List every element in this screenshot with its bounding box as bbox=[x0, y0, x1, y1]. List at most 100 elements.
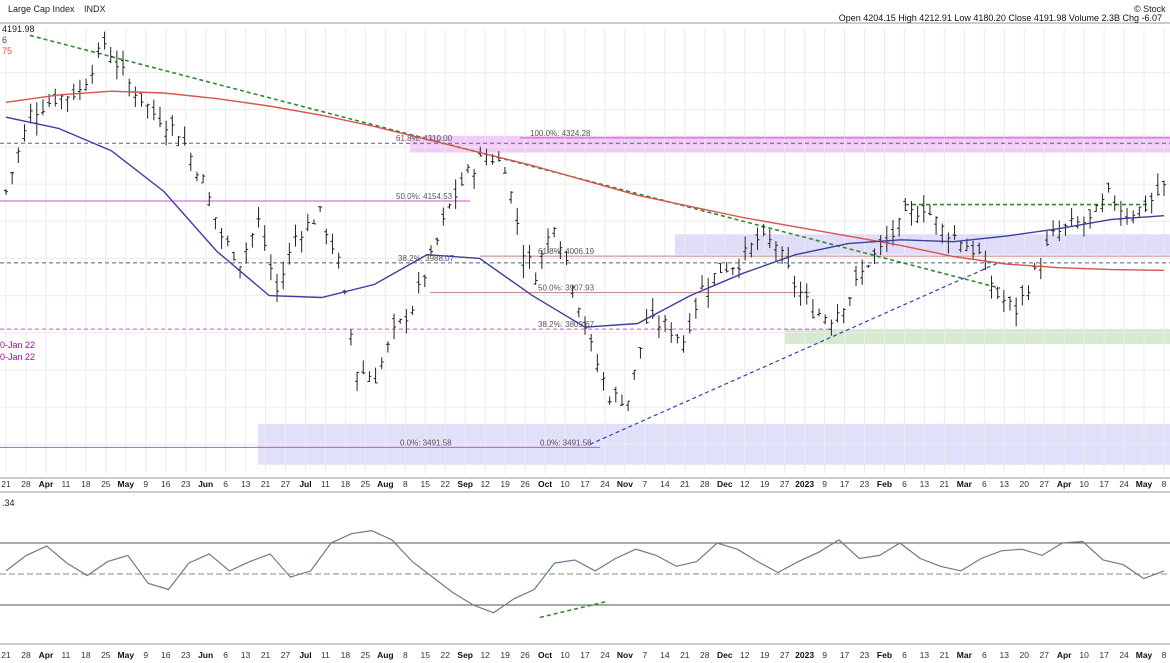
x-tick-label: Aug bbox=[377, 479, 394, 489]
x-tick-label: 17 bbox=[840, 650, 850, 660]
x-tick-label: Dec bbox=[717, 650, 733, 660]
x-tick-label: 8 bbox=[403, 650, 408, 660]
x-tick-label: 12 bbox=[480, 479, 490, 489]
x-tick-label: 6 bbox=[223, 650, 228, 660]
x-tick-label: Dec bbox=[717, 479, 733, 489]
brand-logo: © Stock bbox=[1134, 4, 1166, 14]
x-tick-label: 23 bbox=[181, 479, 191, 489]
x-tick-label: Nov bbox=[617, 650, 633, 660]
price-bars bbox=[4, 31, 1166, 412]
x-tick-label: 28 bbox=[700, 650, 710, 660]
x-tick-label: 10 bbox=[1079, 479, 1089, 489]
x-tick-label: 16 bbox=[161, 479, 171, 489]
ma-short-line bbox=[5, 116, 1165, 328]
x-tick-label: 25 bbox=[101, 650, 111, 660]
x-tick-label: 15 bbox=[421, 650, 431, 660]
x-tick-label: May bbox=[118, 479, 135, 489]
x-tick-label: 10 bbox=[560, 479, 570, 489]
fibonacci-levels: 100.0%: 4324.2861.8%: 4310.0050.0%: 4154… bbox=[0, 129, 1170, 448]
x-tick-label: 26 bbox=[520, 479, 530, 489]
ma-long-line bbox=[5, 90, 1165, 271]
x-tick-label: May bbox=[1136, 479, 1153, 489]
x-tick-label: 13 bbox=[241, 479, 251, 489]
x-tick-label: 21 bbox=[940, 479, 950, 489]
x-tick-label: Sep bbox=[457, 650, 473, 660]
x-tick-label: 8 bbox=[1162, 479, 1167, 489]
fib-label: 0.0%: 3491.58 bbox=[400, 438, 452, 447]
x-tick-label: 27 bbox=[1039, 479, 1049, 489]
x-tick-label: Feb bbox=[877, 650, 892, 660]
x-tick-label: 13 bbox=[920, 479, 930, 489]
x-tick-label: 21 bbox=[1, 650, 11, 660]
anchor-label-1: 0-Jan 22 bbox=[0, 340, 35, 350]
x-tick-label: 17 bbox=[580, 479, 590, 489]
fib-label: 0.0%: 3491.58 bbox=[540, 438, 592, 447]
x-tick-label: Jun bbox=[198, 650, 213, 660]
x-tick-label: Oct bbox=[538, 650, 552, 660]
x-tick-label: Mar bbox=[957, 650, 973, 660]
x-axis-bottom: 21 28 Apr 11 18 25 May 9 16 23 Jun 6 13 21 27 Jul 11 18 25… bbox=[1, 650, 1166, 660]
fib-label: 100.0%: 4324.28 bbox=[530, 129, 591, 138]
x-tick-label: 17 bbox=[840, 479, 850, 489]
x-tick-label: 25 bbox=[361, 479, 371, 489]
x-tick-label: 27 bbox=[281, 650, 291, 660]
x-tick-label: 9 bbox=[822, 479, 827, 489]
x-tick-label: 21 bbox=[261, 479, 271, 489]
x-axis: 21 28 Apr 11 18 25 May 9 16 23 Jun 6 13 21 27 Jul 11 18 25… bbox=[1, 479, 1166, 489]
x-tick-label: Sep bbox=[457, 479, 473, 489]
x-tick-label: Aug bbox=[377, 650, 394, 660]
x-tick-label: 19 bbox=[500, 479, 510, 489]
x-tick-label: 21 bbox=[680, 479, 690, 489]
rsi-panel bbox=[0, 529, 1170, 619]
x-tick-label: 6 bbox=[902, 650, 907, 660]
last-price-label: 4191.98 bbox=[2, 24, 35, 34]
x-tick-label: 12 bbox=[480, 650, 490, 660]
x-tick-label: 27 bbox=[1039, 650, 1049, 660]
rsi-line bbox=[5, 529, 1165, 614]
x-tick-label: 21 bbox=[261, 650, 271, 660]
x-tick-label: 6 bbox=[223, 479, 228, 489]
x-tick-label: Oct bbox=[538, 479, 552, 489]
x-tick-label: 21 bbox=[680, 650, 690, 660]
x-tick-label: 2023 bbox=[795, 479, 814, 489]
x-tick-label: 22 bbox=[441, 650, 451, 660]
x-tick-label: Jun bbox=[198, 479, 213, 489]
x-tick-label: 2023 bbox=[795, 650, 814, 660]
x-tick-label: Mar bbox=[957, 479, 973, 489]
x-tick-label: 18 bbox=[81, 479, 91, 489]
x-tick-label: 27 bbox=[780, 479, 790, 489]
x-tick-label: 25 bbox=[101, 479, 111, 489]
x-tick-label: 10 bbox=[1079, 650, 1089, 660]
fib-label: 50.0%: 3907.93 bbox=[538, 284, 595, 293]
x-tick-label: 11 bbox=[321, 479, 330, 489]
grid-lines bbox=[0, 28, 1170, 474]
x-tick-label: Jul bbox=[299, 650, 311, 660]
x-tick-label: 26 bbox=[520, 650, 530, 660]
x-tick-label: 11 bbox=[61, 479, 70, 489]
x-tick-label: 18 bbox=[341, 650, 351, 660]
green-support-zone bbox=[785, 329, 1170, 344]
x-tick-label: 18 bbox=[81, 650, 91, 660]
x-tick-label: 17 bbox=[1099, 650, 1109, 660]
x-tick-label: May bbox=[1136, 650, 1153, 660]
x-tick-label: 24 bbox=[1119, 650, 1129, 660]
ma-long-legend: 75 bbox=[2, 46, 12, 56]
x-tick-label: 28 bbox=[700, 479, 710, 489]
x-tick-label: Jul bbox=[299, 479, 311, 489]
x-tick-label: 27 bbox=[281, 479, 291, 489]
anchor-label-2: 0-Jan 22 bbox=[0, 352, 35, 362]
x-tick-label: 27 bbox=[780, 650, 790, 660]
x-tick-label: 11 bbox=[321, 650, 330, 660]
x-tick-label: 14 bbox=[660, 479, 670, 489]
rsi-value-label: .34 bbox=[2, 498, 15, 508]
x-tick-label: 6 bbox=[902, 479, 907, 489]
x-tick-label: May bbox=[118, 650, 135, 660]
x-tick-label: 19 bbox=[760, 650, 770, 660]
x-tick-label: 8 bbox=[1162, 650, 1167, 660]
x-tick-label: 11 bbox=[61, 650, 70, 660]
consolidation-zone bbox=[675, 234, 1170, 255]
x-tick-label: 17 bbox=[1099, 479, 1109, 489]
x-tick-label: 13 bbox=[1000, 479, 1010, 489]
x-tick-label: 8 bbox=[403, 479, 408, 489]
